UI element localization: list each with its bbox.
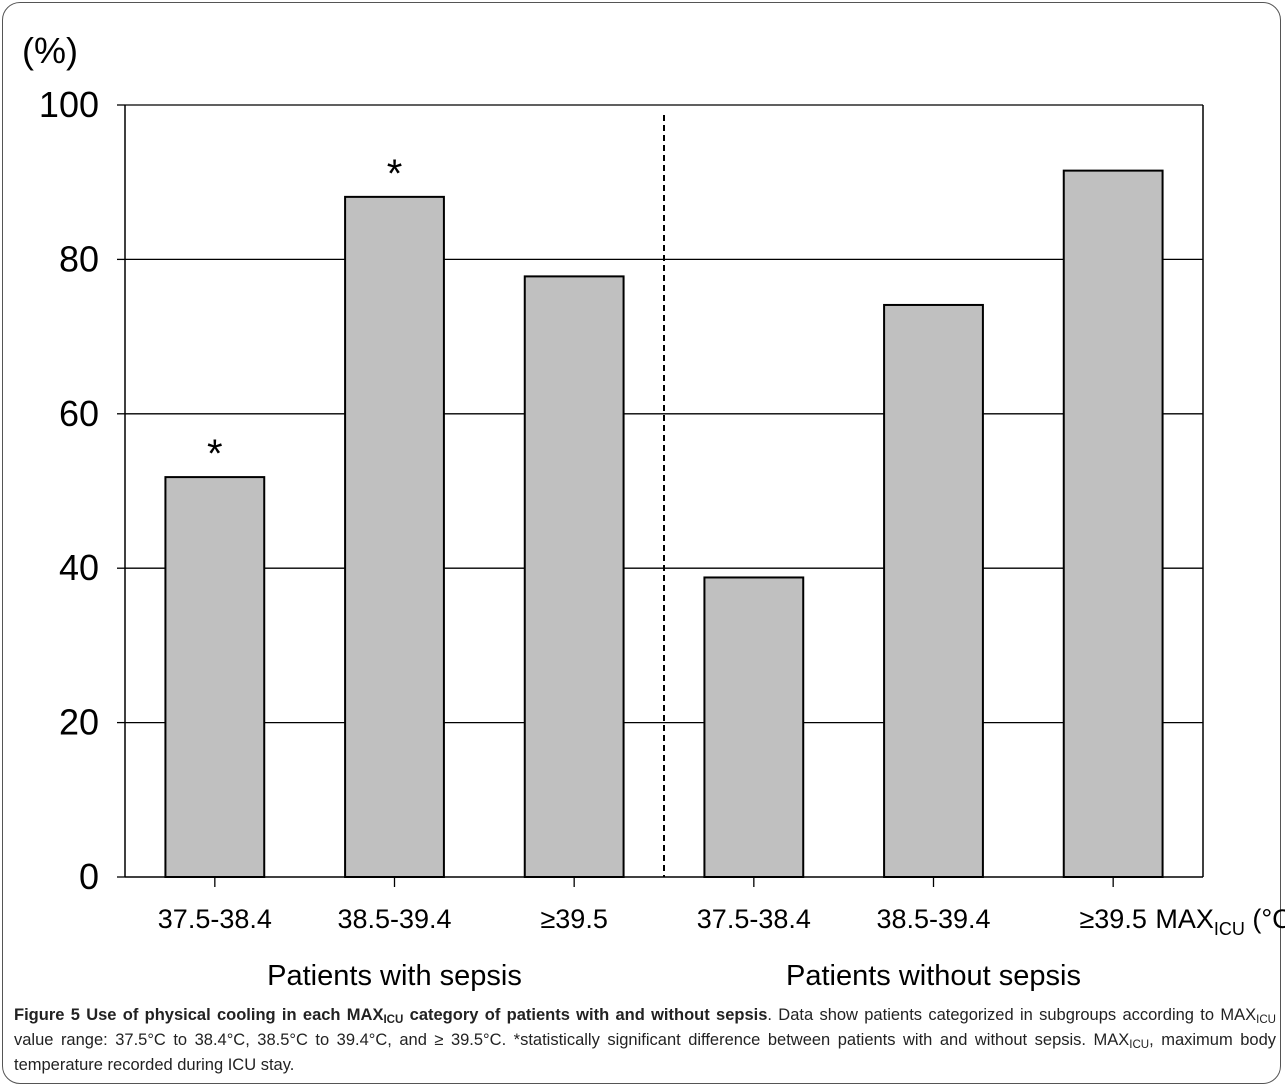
bar-chart: 0 20 40 60 80 100 (%) 37.5-38.4 * 38.5-39.4 * ≥39.5… (22, 30, 1285, 992)
y-tick-label: 80 (59, 238, 99, 279)
axes-layer (117, 104, 1204, 887)
y-axis-label: (%) (22, 30, 78, 71)
bar (883, 303, 984, 878)
group-label: Patients without sepsis (786, 960, 1081, 992)
caption-title-part: category of patients with and without se… (403, 1006, 768, 1024)
x-tick-label: ≥39.5 (540, 904, 607, 934)
caption-body-part: . Data show patients categorized in subg… (767, 1006, 1257, 1024)
group-label: Patients with sepsis (267, 960, 522, 992)
y-tick-label: 60 (59, 393, 99, 434)
bar (703, 576, 805, 878)
significance-mark: * (207, 432, 223, 476)
y-tick-label: 40 (59, 547, 99, 588)
caption-title-part: Figure 5 Use of physical cooling in each… (14, 1006, 384, 1024)
significance-mark: * (387, 152, 403, 196)
figure-caption: Figure 5 Use of physical cooling in each… (14, 1003, 1276, 1078)
caption-title: Figure 5 Use of physical cooling in each… (14, 1006, 768, 1026)
bars-layer (164, 169, 1164, 879)
y-tick-label: 20 (59, 702, 99, 743)
x-axis-label: MAXICU (°C) (1155, 904, 1285, 939)
y-tick-label: 100 (39, 84, 99, 125)
caption-body-part: , maximum body temperature recorded duri… (14, 1031, 1276, 1074)
caption-body-part: value range: 37.5°C to 38.4°C, 38.5°C to… (14, 1031, 1130, 1049)
bar (344, 195, 445, 879)
bar (164, 476, 266, 878)
caption-body-sub: ICU (1256, 1013, 1276, 1026)
labels-layer: 0 20 40 60 80 100 (%) 37.5-38.4 * 38.5-39.4 * ≥39.5… (22, 30, 1285, 992)
x-tick-label: ≥39.5 (1079, 904, 1146, 934)
x-tick-label: 38.5-39.4 (876, 904, 990, 934)
caption-body-sub: ICU (1129, 1038, 1150, 1051)
caption-title-sub: ICU (383, 1013, 404, 1026)
bar (523, 275, 625, 879)
bar (1062, 169, 1164, 878)
x-tick-label: 37.5-38.4 (158, 904, 272, 934)
x-tick-label: 37.5-38.4 (697, 904, 811, 934)
x-tick-label: 38.5-39.4 (337, 904, 451, 934)
y-tick-label: 0 (79, 856, 99, 897)
